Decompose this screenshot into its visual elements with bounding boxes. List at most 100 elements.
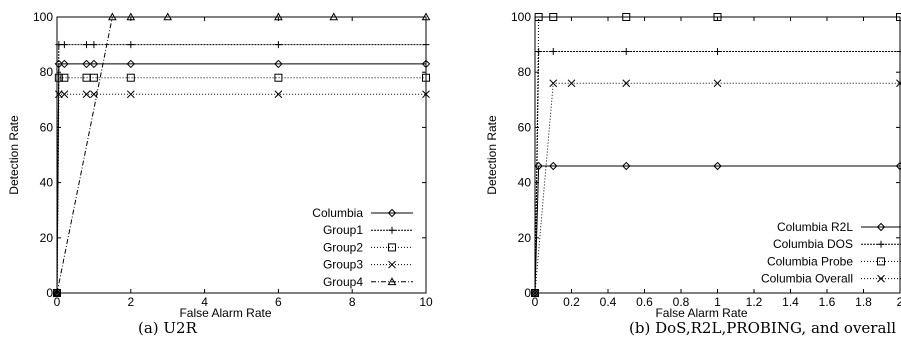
legend-label: Columbia Overall bbox=[761, 272, 853, 286]
data-point-cross bbox=[422, 90, 430, 99]
x-tick-label: 0.2 bbox=[563, 295, 580, 309]
series-columbia bbox=[52, 59, 431, 298]
legend-marker-square bbox=[877, 257, 885, 266]
data-point-plus bbox=[896, 48, 901, 55]
data-point-cross bbox=[622, 79, 631, 88]
x-tick-label: 2 bbox=[127, 295, 134, 309]
data-point-triangle bbox=[126, 12, 136, 21]
data-point-cross bbox=[567, 79, 576, 88]
legend-marker-square bbox=[388, 243, 396, 252]
y-tick-label: 20 bbox=[40, 231, 54, 245]
series-group2 bbox=[53, 73, 430, 297]
legend-label: Columbia DOS bbox=[773, 237, 853, 251]
data-point-diamond bbox=[895, 161, 901, 171]
data-point-diamond bbox=[421, 59, 431, 69]
x-tick-label: 8 bbox=[349, 295, 356, 309]
x-tick-label: 1.2 bbox=[746, 295, 763, 309]
data-point-diamond bbox=[60, 59, 69, 69]
data-point-square bbox=[549, 13, 558, 21]
series-line bbox=[56, 63, 426, 294]
chart-panel-u2r: 0 20 40 60 80 100 0 2 4 6 8 10 False Alarm Rate Detec… bbox=[7, 10, 433, 337]
legend-marker-plus bbox=[877, 240, 885, 248]
x-tick-label: 1.8 bbox=[855, 295, 872, 309]
data-point-cross bbox=[713, 79, 722, 88]
x-tick-label: 4 bbox=[201, 295, 208, 309]
legend-label: Group2 bbox=[323, 240, 363, 254]
x-tick-label: 0.8 bbox=[673, 295, 690, 309]
data-point-triangle bbox=[52, 288, 62, 297]
data-point-cross bbox=[126, 90, 135, 99]
legend-label: Group1 bbox=[323, 223, 363, 237]
y-tick-label: 80 bbox=[518, 65, 532, 79]
series-line bbox=[56, 93, 426, 294]
x-axis-label: False Alarm Rate bbox=[655, 306, 747, 320]
y-tick-label: 80 bbox=[40, 65, 54, 79]
data-point-diamond bbox=[89, 59, 99, 69]
y-tick-label: 40 bbox=[518, 176, 532, 190]
plot-frame bbox=[56, 16, 427, 294]
y-tick-label: 0 bbox=[46, 286, 53, 300]
data-point-plus bbox=[622, 48, 630, 55]
data-point-diamond bbox=[713, 161, 722, 171]
y-axis-label: Detection Rate bbox=[485, 115, 499, 195]
y-tick-label: 0 bbox=[524, 286, 531, 300]
data-point-cross bbox=[54, 90, 63, 99]
x-tick-label: 2 bbox=[897, 295, 901, 309]
y-tick-label: 60 bbox=[518, 120, 532, 134]
data-point-cross bbox=[82, 90, 91, 99]
x-axis-label: False Alarm Rate bbox=[179, 306, 271, 320]
data-point-diamond bbox=[549, 161, 558, 171]
series-group1 bbox=[53, 41, 430, 297]
data-point-cross bbox=[549, 79, 558, 88]
x-tick-label: 1 bbox=[714, 295, 721, 309]
data-point-cross bbox=[896, 79, 901, 88]
data-point-square bbox=[54, 73, 63, 82]
series-line bbox=[534, 165, 900, 294]
series-columbia-overall bbox=[531, 79, 901, 297]
data-point-square bbox=[896, 13, 901, 21]
data-point-diamond bbox=[534, 161, 543, 171]
data-point-triangle bbox=[274, 12, 283, 21]
legend-marker-diamond bbox=[876, 222, 886, 232]
data-point-plus bbox=[549, 48, 557, 55]
data-point-triangle bbox=[329, 12, 339, 21]
y-axis-label: Detection Rate bbox=[7, 115, 21, 195]
data-point-triangle bbox=[163, 12, 173, 21]
legend-marker-diamond bbox=[387, 208, 397, 218]
data-point-triangle bbox=[108, 12, 117, 21]
series-group3 bbox=[53, 90, 430, 297]
x-tick-label: 6 bbox=[275, 295, 282, 309]
data-point-cross bbox=[274, 90, 283, 99]
legend-label: Columbia bbox=[312, 206, 363, 220]
legend-label: Columbia R2L bbox=[777, 220, 853, 234]
y-tick-label: 20 bbox=[518, 231, 532, 245]
data-point-plus bbox=[83, 41, 91, 49]
plot-frame bbox=[534, 16, 901, 294]
data-point-plus bbox=[60, 41, 68, 49]
x-tick-label: 1.4 bbox=[782, 295, 799, 309]
data-point-diamond bbox=[82, 59, 91, 69]
series-line bbox=[56, 16, 426, 294]
series-line bbox=[56, 44, 426, 294]
y-tick-label: 100 bbox=[33, 10, 53, 24]
legend-label: Group3 bbox=[323, 258, 363, 272]
data-point-square bbox=[274, 73, 283, 82]
legend-marker-cross bbox=[388, 260, 396, 269]
data-point-triangle bbox=[421, 12, 431, 21]
legend-marker-plus bbox=[388, 226, 396, 234]
legend-marker-triangle bbox=[387, 277, 397, 286]
data-point-diamond bbox=[126, 59, 136, 69]
data-point-square bbox=[422, 73, 430, 82]
series-line bbox=[56, 77, 426, 294]
legend-label: Group4 bbox=[323, 275, 363, 289]
x-tick-label: 1.6 bbox=[819, 295, 836, 309]
data-point-diamond bbox=[274, 59, 283, 69]
data-point-square bbox=[126, 73, 135, 82]
data-point-square bbox=[534, 13, 543, 21]
x-tick-label: 10 bbox=[419, 295, 433, 309]
data-point-square bbox=[713, 13, 722, 21]
x-tick-label: 0 bbox=[532, 295, 539, 309]
figure-caption: (a) U2R bbox=[138, 319, 198, 337]
x-tick-label: 0 bbox=[54, 295, 61, 309]
y-tick-label: 60 bbox=[40, 120, 54, 134]
